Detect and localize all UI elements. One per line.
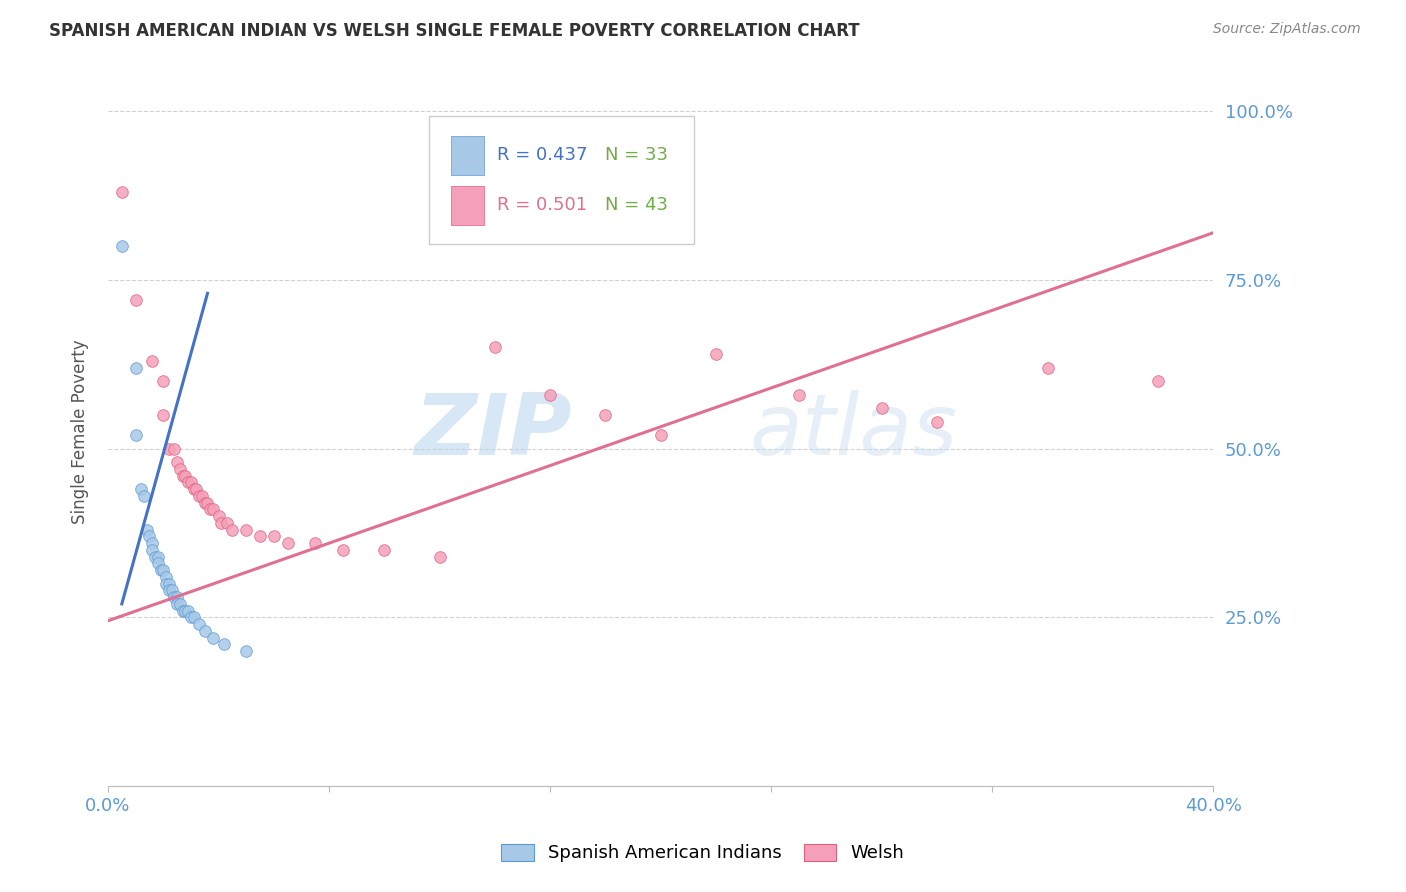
- FancyBboxPatch shape: [429, 117, 695, 244]
- Point: [332, 542, 354, 557]
- Point: [141, 354, 163, 368]
- Point: [202, 631, 225, 645]
- Point: [484, 340, 506, 354]
- Point: [180, 610, 202, 624]
- Point: [155, 576, 177, 591]
- Point: [263, 529, 285, 543]
- Point: [129, 482, 152, 496]
- Point: [163, 442, 186, 456]
- Text: R = 0.501: R = 0.501: [498, 196, 588, 214]
- Point: [183, 610, 205, 624]
- Point: [149, 563, 172, 577]
- FancyBboxPatch shape: [451, 136, 484, 175]
- Point: [163, 590, 186, 604]
- Point: [650, 428, 672, 442]
- Text: SPANISH AMERICAN INDIAN VS WELSH SINGLE FEMALE POVERTY CORRELATION CHART: SPANISH AMERICAN INDIAN VS WELSH SINGLE …: [49, 22, 860, 40]
- Point: [221, 523, 243, 537]
- Point: [188, 617, 211, 632]
- Point: [191, 489, 214, 503]
- Point: [1147, 374, 1170, 388]
- Point: [166, 597, 188, 611]
- Point: [146, 557, 169, 571]
- Point: [177, 604, 200, 618]
- Point: [166, 455, 188, 469]
- Point: [172, 468, 194, 483]
- Point: [215, 516, 238, 530]
- Point: [152, 563, 174, 577]
- Point: [157, 442, 180, 456]
- Point: [235, 644, 257, 658]
- Point: [209, 516, 232, 530]
- Point: [124, 293, 146, 308]
- Point: [138, 529, 160, 543]
- Point: [186, 482, 208, 496]
- Point: [1036, 360, 1059, 375]
- Point: [155, 570, 177, 584]
- Point: [212, 637, 235, 651]
- Point: [194, 496, 217, 510]
- Point: [207, 509, 229, 524]
- Point: [429, 549, 451, 564]
- Point: [169, 597, 191, 611]
- Point: [249, 529, 271, 543]
- Point: [787, 387, 810, 401]
- Text: N = 43: N = 43: [605, 196, 668, 214]
- Point: [188, 489, 211, 503]
- Text: Source: ZipAtlas.com: Source: ZipAtlas.com: [1213, 22, 1361, 37]
- Point: [152, 374, 174, 388]
- Point: [146, 549, 169, 564]
- Point: [124, 428, 146, 442]
- Point: [174, 604, 197, 618]
- Text: R = 0.437: R = 0.437: [498, 146, 588, 164]
- Point: [197, 496, 219, 510]
- Point: [152, 408, 174, 422]
- Point: [180, 475, 202, 490]
- Text: ZIP: ZIP: [415, 391, 572, 474]
- FancyBboxPatch shape: [451, 186, 484, 225]
- Point: [704, 347, 727, 361]
- Point: [870, 401, 893, 416]
- Point: [160, 583, 183, 598]
- Point: [157, 583, 180, 598]
- Text: N = 33: N = 33: [605, 146, 668, 164]
- Point: [124, 360, 146, 375]
- Point: [143, 549, 166, 564]
- Point: [157, 576, 180, 591]
- Point: [202, 502, 225, 516]
- Point: [169, 462, 191, 476]
- Point: [194, 624, 217, 638]
- Point: [174, 468, 197, 483]
- Point: [132, 489, 155, 503]
- Point: [111, 185, 134, 199]
- Point: [172, 604, 194, 618]
- Point: [538, 387, 561, 401]
- Point: [277, 536, 299, 550]
- Point: [235, 523, 257, 537]
- Point: [927, 415, 949, 429]
- Point: [373, 542, 395, 557]
- Point: [200, 502, 222, 516]
- Y-axis label: Single Female Poverty: Single Female Poverty: [72, 340, 89, 524]
- Point: [111, 239, 134, 253]
- Point: [141, 542, 163, 557]
- Point: [177, 475, 200, 490]
- Point: [304, 536, 326, 550]
- Legend: Spanish American Indians, Welsh: Spanish American Indians, Welsh: [495, 837, 911, 870]
- Point: [166, 590, 188, 604]
- Point: [141, 536, 163, 550]
- Point: [135, 523, 157, 537]
- Text: atlas: atlas: [749, 391, 957, 474]
- Point: [595, 408, 617, 422]
- Point: [183, 482, 205, 496]
